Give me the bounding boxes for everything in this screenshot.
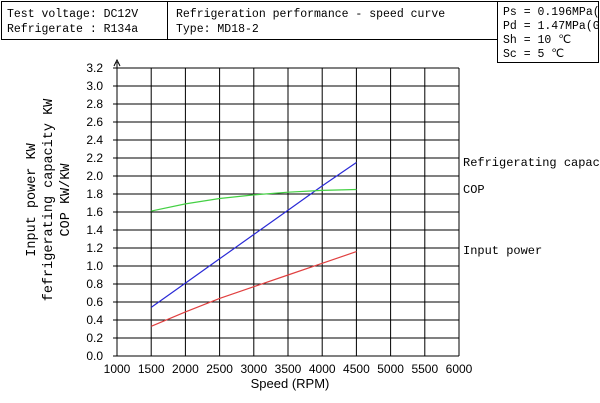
y-axis-label-line1: Input power KW [25, 142, 40, 256]
y-tick-label: 0.2 [86, 331, 103, 345]
series-line-cop [151, 188, 357, 212]
y-tick-label: 0.4 [86, 313, 103, 327]
superheat-text: Sh = 10 ℃ [503, 34, 572, 47]
x-tick-label: 1500 [138, 362, 165, 376]
x-axis-label: Speed (RPM) [251, 376, 330, 391]
series-lines [150, 162, 357, 327]
x-tick-label: 5500 [411, 362, 438, 376]
y-axis-label-line2: fefrigerating capacity KW [42, 98, 57, 301]
test-conditions-box: Test voltage: DC12V Refrigerate : R134a [1, 1, 168, 40]
x-tick-label: 2000 [172, 362, 199, 376]
y-tick-label: 1.8 [86, 187, 103, 201]
y-tick-label: 2.8 [86, 97, 103, 111]
discharge-pressure-text: Pd = 1.47MPa(G) [503, 20, 600, 33]
series-line-input-power [150, 251, 357, 327]
x-tick-label: 3500 [275, 362, 302, 376]
model-type-text: Type: MD18-2 [176, 23, 259, 36]
y-tick-label: 2.4 [86, 133, 103, 147]
series-label-refrigerating-capacity: Refrigerating capacity [463, 156, 600, 170]
pressure-conditions-box: Ps = 0.196MPa(G) Pd = 1.47MPa(G) Sh = 10… [497, 1, 600, 63]
x-tick-label: 4500 [343, 362, 370, 376]
y-tick-label: 0.8 [86, 277, 103, 291]
x-tick-label: 5000 [377, 362, 404, 376]
tick-labels: 1000 1500 2000 2500 3000 3500 4000 4500 5000 5500… [86, 61, 472, 376]
y-tick-label: 1.2 [86, 241, 103, 255]
refrigerant-text: Refrigerate : R134a [7, 23, 139, 36]
y-tick-label: 3.2 [86, 61, 103, 75]
y-tick-label: 2.6 [86, 115, 103, 129]
test-voltage-text: Test voltage: DC12V [7, 8, 139, 21]
series-labels: Refrigerating capacity COP Input power [463, 156, 600, 258]
y-tick-label: 1.6 [86, 205, 103, 219]
grid-lines [113, 58, 460, 357]
chart-title-box: Refrigeration performance - speed curve … [167, 1, 498, 40]
chart-title: Refrigeration performance - speed curve [176, 8, 446, 21]
series-label-input-power: Input power [463, 244, 542, 258]
y-tick-label: 0.0 [86, 349, 103, 363]
y-tick-label: 2.2 [86, 151, 103, 165]
suction-pressure-text: Ps = 0.196MPa(G) [503, 6, 600, 19]
y-axis-arrow-icon [113, 58, 121, 67]
y-axis-label-line3: COP KW/KW [59, 163, 74, 237]
y-tick-label: 2.0 [86, 169, 103, 183]
x-tick-label: 2500 [206, 362, 233, 376]
x-tick-label: 6000 [446, 362, 473, 376]
y-tick-label: 1.0 [86, 259, 103, 273]
series-label-cop: COP [463, 183, 485, 197]
x-tick-label: 4000 [309, 362, 336, 376]
x-tick-label: 1000 [104, 362, 131, 376]
series-line-refrigerating-capacity [150, 162, 357, 308]
x-tick-label: 3000 [240, 362, 267, 376]
y-tick-label: 3.0 [86, 79, 103, 93]
y-tick-label: 1.4 [86, 223, 103, 237]
y-tick-label: 0.6 [86, 295, 103, 309]
subcooling-text: Sc = 5 ℃ [503, 48, 565, 61]
